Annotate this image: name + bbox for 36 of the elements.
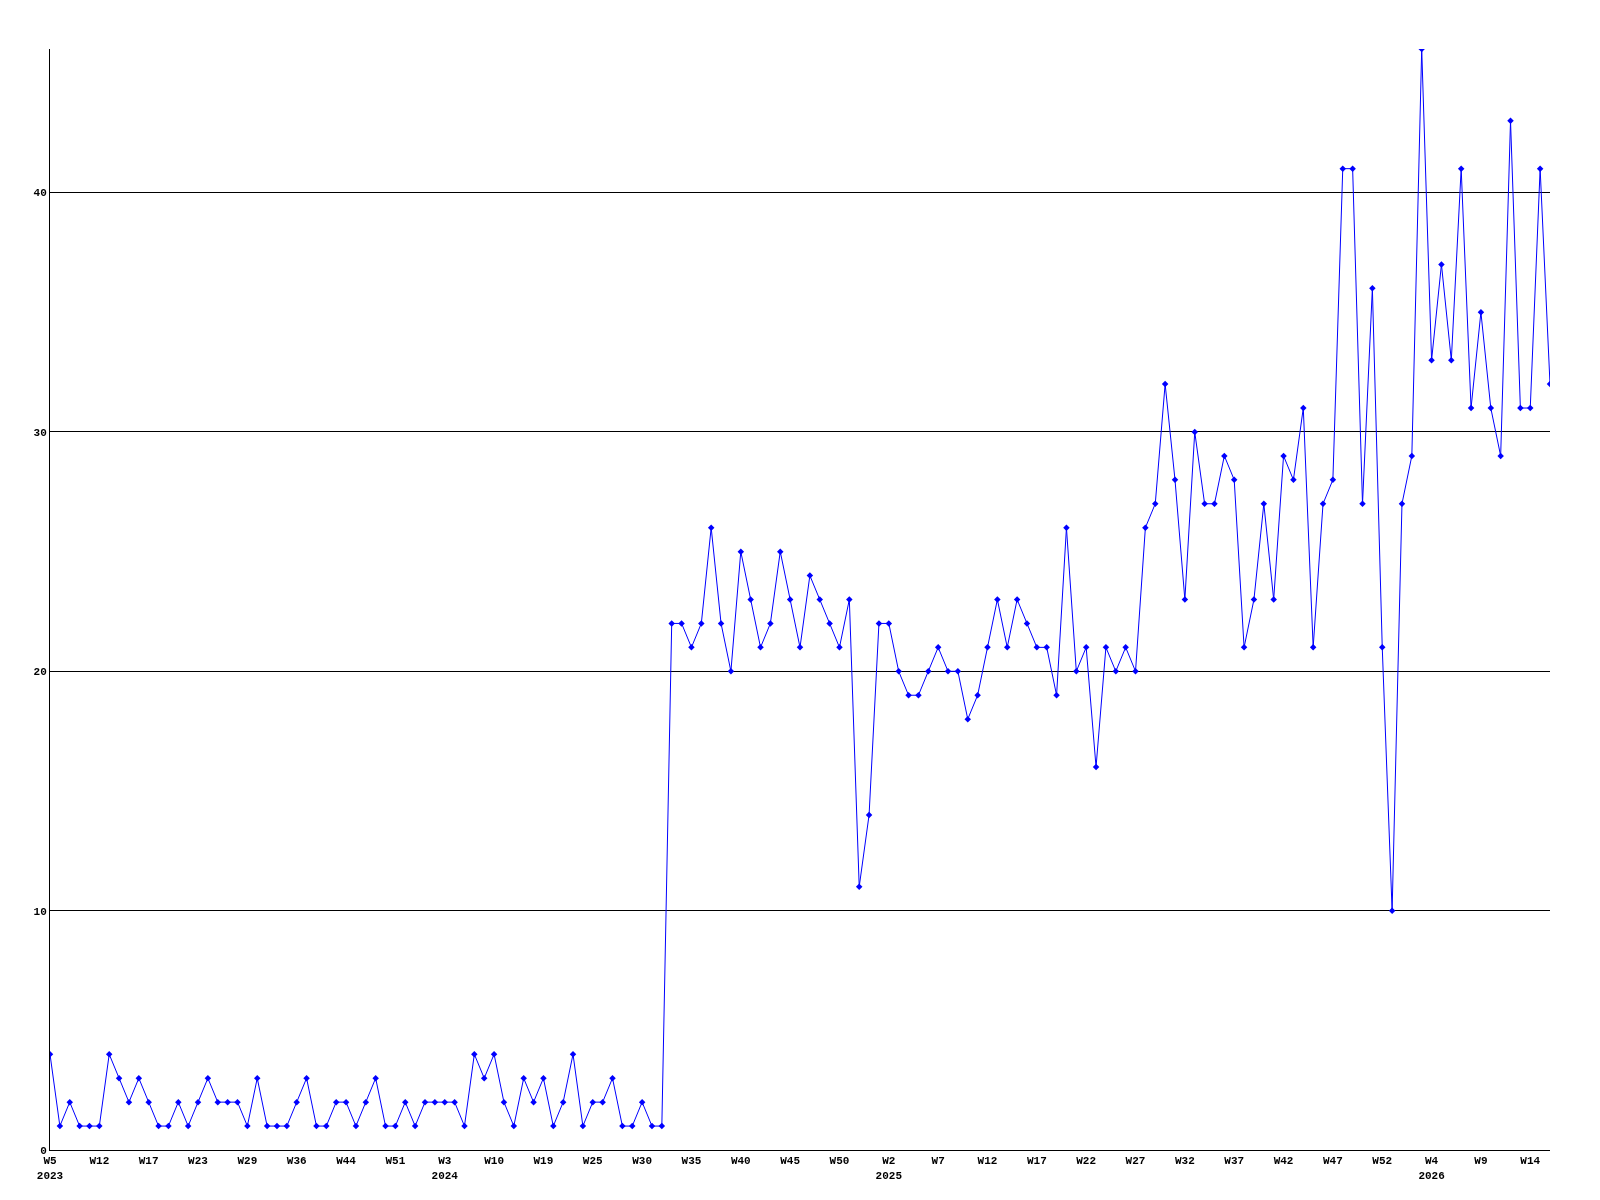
x-tick-label: W2 2025 bbox=[875, 1155, 903, 1182]
x-tick-label: W50 bbox=[829, 1155, 850, 1168]
x-tick-label: W30 bbox=[632, 1155, 653, 1168]
x-tick-label: W27 bbox=[1125, 1155, 1146, 1168]
x-tick-label: W47 bbox=[1322, 1155, 1343, 1168]
x-tick-label: W4 2026 bbox=[1418, 1155, 1445, 1182]
x-tick-label: W12 bbox=[977, 1155, 998, 1168]
x-tick-label: W17 bbox=[138, 1155, 159, 1168]
x-tick-label: W40 bbox=[730, 1155, 751, 1168]
x-tick-label: W23 bbox=[188, 1155, 209, 1168]
x-tick-label: W12 bbox=[89, 1155, 110, 1168]
y-tick-label: 30 bbox=[33, 426, 47, 439]
x-tick-label: W10 bbox=[484, 1155, 504, 1168]
y-tick-label: 10 bbox=[33, 905, 47, 918]
y-tick-label: 0 bbox=[40, 1144, 47, 1157]
x-tick-label: W51 bbox=[385, 1155, 406, 1168]
x-tick-label: W32 bbox=[1174, 1155, 1195, 1168]
x-tick-label: W25 bbox=[582, 1155, 604, 1168]
x-tick-label: W17 bbox=[1026, 1155, 1047, 1168]
y-tick-label: 20 bbox=[33, 666, 47, 679]
x-tick-label: W7 bbox=[931, 1155, 945, 1168]
x-tick-label: W45 bbox=[780, 1155, 801, 1168]
x-tick-label: W5 2023 bbox=[36, 1155, 64, 1182]
x-tick-label: W22 bbox=[1076, 1155, 1097, 1168]
x-tick-label: W44 bbox=[336, 1155, 357, 1168]
x-tick-label: W42 bbox=[1273, 1155, 1294, 1168]
x-tick-label: W35 bbox=[681, 1155, 702, 1168]
x-tick-label: W37 bbox=[1224, 1155, 1245, 1168]
x-tick-label: W19 bbox=[533, 1155, 554, 1168]
x-tick-label: W9 bbox=[1474, 1155, 1488, 1168]
x-tick-label: W52 bbox=[1372, 1155, 1393, 1168]
y-tick-label: 40 bbox=[33, 187, 47, 200]
x-tick-label: W29 bbox=[237, 1155, 258, 1168]
x-tick-label: W14 bbox=[1520, 1155, 1541, 1168]
x-tick-label: W3 2024 bbox=[431, 1155, 459, 1182]
x-tick-label: W36 bbox=[286, 1155, 307, 1168]
